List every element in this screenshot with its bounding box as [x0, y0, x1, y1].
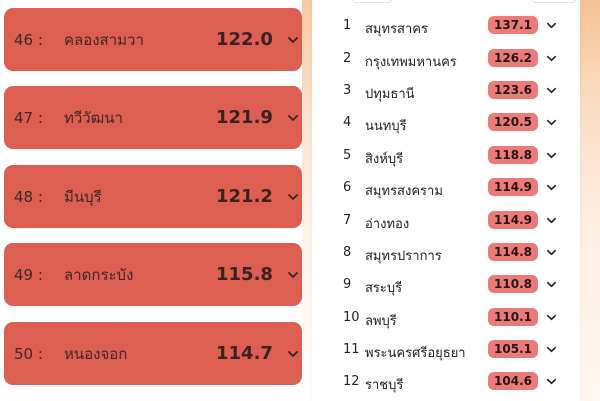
province-row[interactable]: 9 สระบุรี 110.8 [312, 274, 580, 296]
province-row[interactable]: 3 ปทุมธานี 123.6 [312, 80, 580, 102]
top-tab[interactable] [352, 0, 392, 3]
chevron-down-icon[interactable] [546, 312, 557, 323]
province-row[interactable]: 5 สิงห์บุรี 118.8 [312, 145, 580, 167]
province-row[interactable]: 12 ราชบุรี 104.6 [312, 371, 580, 393]
province-row[interactable]: 7 อ่างทอง 114.9 [312, 210, 580, 232]
district-value: 121.9 [216, 107, 273, 128]
district-value: 122.0 [216, 29, 273, 50]
background-gradient [302, 0, 312, 401]
chevron-down-icon[interactable] [287, 269, 299, 281]
value-badge: 104.6 [488, 372, 538, 390]
top-tab[interactable] [532, 0, 576, 3]
value-badge: 114.8 [488, 243, 538, 261]
province-name: พระนครศรีอยุธยา [365, 346, 466, 361]
province-name: สมุทรปราการ [365, 249, 442, 264]
chevron-down-icon[interactable] [546, 376, 557, 387]
province-name: สมุทรสงคราม [365, 184, 443, 199]
province-row[interactable]: 10 ลพบุรี 110.1 [312, 307, 580, 329]
province-rank: 11 [343, 342, 360, 357]
value-badge: 123.6 [488, 81, 538, 99]
district-name: คลองสามวา [64, 30, 144, 49]
province-row[interactable]: 1 สมุทรสาคร 137.1 [312, 15, 580, 37]
district-card[interactable]: 47 : ทวีวัฒนา 121.9 [4, 86, 302, 149]
district-rank: 49 : [14, 265, 43, 284]
province-name: อ่างทอง [365, 217, 410, 232]
district-name: ลาดกระบัง [64, 265, 134, 284]
district-card[interactable]: 46 : คลองสามวา 122.0 [4, 8, 302, 71]
district-card[interactable]: 48 : มีนบุรี 121.2 [4, 165, 302, 228]
value-badge: 126.2 [488, 49, 538, 67]
value-badge: 110.1 [488, 308, 538, 326]
background-gradient [580, 0, 600, 401]
province-rank: 3 [343, 83, 352, 98]
value-badge: 118.8 [488, 146, 538, 164]
province-name: สิงห์บุรี [365, 152, 404, 167]
chevron-down-icon[interactable] [546, 20, 557, 31]
province-rank: 5 [343, 148, 352, 163]
chevron-down-icon[interactable] [287, 112, 299, 124]
district-rank: 48 : [14, 187, 43, 206]
province-rank: 7 [343, 213, 352, 228]
district-rank: 50 : [14, 344, 43, 363]
province-rank: 4 [343, 115, 352, 130]
chevron-down-icon[interactable] [287, 34, 299, 46]
chevron-down-icon[interactable] [546, 150, 557, 161]
chevron-down-icon[interactable] [287, 191, 299, 203]
value-badge: 105.1 [488, 340, 538, 358]
province-name: นนทบุรี [365, 119, 407, 134]
value-badge: 114.9 [488, 211, 538, 229]
district-rank: 46 : [14, 30, 43, 49]
province-name: สระบุรี [365, 281, 403, 296]
district-card[interactable]: 49 : ลาดกระบัง 115.8 [4, 243, 302, 306]
province-rank: 6 [343, 180, 352, 195]
province-row[interactable]: 8 สมุทรปราการ 114.8 [312, 242, 580, 264]
chevron-down-icon[interactable] [287, 348, 299, 360]
province-list[interactable]: 1 สมุทรสาคร 137.1 2 กรุงเทพมหานคร 126.2 … [312, 0, 580, 401]
province-name: ปทุมธานี [365, 87, 415, 102]
province-name: สมุทรสาคร [365, 22, 428, 37]
value-badge: 120.5 [488, 113, 538, 131]
value-badge: 114.9 [488, 178, 538, 196]
province-row[interactable]: 2 กรุงเทพมหานคร 126.2 [312, 48, 580, 70]
district-name: ทวีวัฒนา [64, 108, 123, 127]
chevron-down-icon[interactable] [546, 117, 557, 128]
province-rank: 12 [343, 374, 360, 389]
province-rank: 2 [343, 51, 352, 66]
value-badge: 137.1 [488, 16, 538, 34]
district-name: หนองจอก [64, 344, 128, 363]
province-rank: 1 [343, 18, 352, 33]
province-name: ราชบุรี [365, 378, 404, 393]
value-badge: 110.8 [488, 275, 538, 293]
province-ranking-panel: 1 สมุทรสาคร 137.1 2 กรุงเทพมหานคร 126.2 … [302, 0, 600, 401]
district-ranking-panel: 46 : คลองสามวา 122.0 47 : ทวีวัฒนา 121.9… [4, 8, 302, 385]
province-row[interactable]: 11 พระนครศรีอยุธยา 105.1 [312, 339, 580, 361]
province-rank: 10 [343, 310, 360, 325]
province-name: ลพบุรี [365, 314, 397, 329]
district-card[interactable]: 50 : หนองจอก 114.7 [4, 322, 302, 385]
chevron-down-icon[interactable] [546, 85, 557, 96]
province-rank: 8 [343, 245, 352, 260]
chevron-down-icon[interactable] [546, 247, 557, 258]
district-name: มีนบุรี [64, 187, 102, 206]
chevron-down-icon[interactable] [546, 344, 557, 355]
chevron-down-icon[interactable] [546, 53, 557, 64]
district-value: 121.2 [216, 186, 273, 207]
province-row[interactable]: 6 สมุทรสงคราม 114.9 [312, 177, 580, 199]
province-rank: 9 [343, 277, 352, 292]
chevron-down-icon[interactable] [546, 182, 557, 193]
district-value: 114.7 [216, 343, 273, 364]
district-value: 115.8 [216, 264, 273, 285]
chevron-down-icon[interactable] [546, 215, 557, 226]
province-row[interactable]: 4 นนทบุรี 120.5 [312, 112, 580, 134]
chevron-down-icon[interactable] [546, 279, 557, 290]
district-rank: 47 : [14, 108, 43, 127]
province-name: กรุงเทพมหานคร [365, 55, 457, 70]
